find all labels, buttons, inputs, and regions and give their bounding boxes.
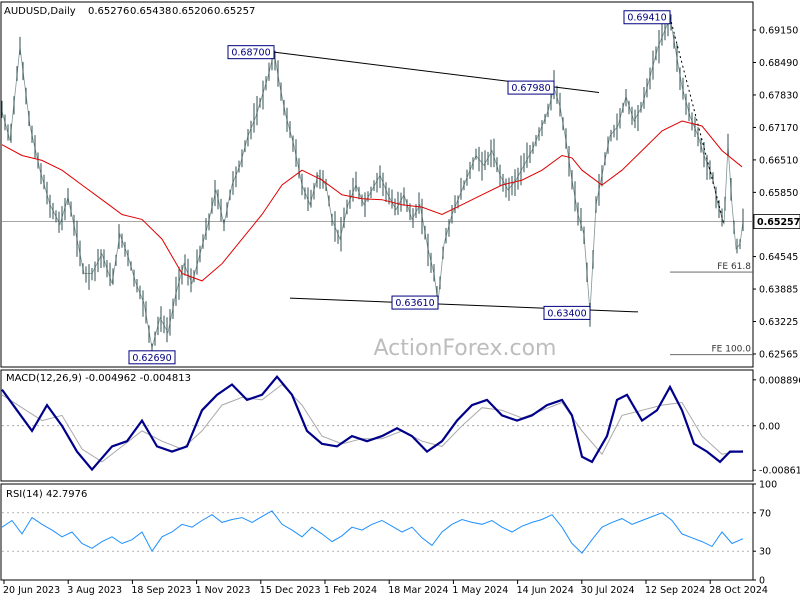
x-tick-label: 1 Feb 2024	[324, 585, 377, 596]
trendline	[669, 17, 725, 225]
price-annotation-label: 0.67980	[511, 83, 550, 94]
x-tick-label: 28 Oct 2024	[709, 585, 768, 596]
fib-level-label: FE 100.0	[712, 345, 752, 355]
price-annotation-label: 0.62690	[132, 353, 171, 364]
price-line	[1, 15, 744, 348]
x-tick-label: 15 Dec 2023	[260, 585, 321, 596]
x-tick-label: 20 Jun 2023	[3, 585, 60, 596]
current-price-label: 0.65257	[757, 217, 800, 228]
ohlc-high: 0.65438	[130, 6, 171, 17]
current-price-box	[753, 214, 800, 229]
main-y-tick-label: 0.69150	[759, 26, 798, 37]
rsi-y-tick-label: 100	[759, 480, 777, 491]
x-tick-label: 1 Nov 2023	[196, 585, 251, 596]
main-y-tick-label: 0.63885	[759, 285, 798, 296]
main-y-tick-label: 0.67830	[759, 90, 798, 101]
price-annotation-label: 0.63610	[395, 298, 434, 309]
main-y-tick-label: 0.63225	[759, 317, 798, 328]
watermark: ActionForex.com	[374, 336, 557, 361]
symbol-label: AUDUSD,Daily	[4, 6, 76, 17]
rsi-y-tick-label: 0	[759, 576, 765, 587]
price-annotation-box	[391, 295, 439, 310]
moving-average-line	[1, 120, 743, 282]
main-y-tick-label: 0.64545	[759, 252, 798, 263]
rsi-y-tick-label: 70	[759, 508, 771, 519]
x-tick-label: 14 Jun 2024	[517, 585, 574, 596]
fib-level-label: FE 61.8	[717, 262, 751, 272]
rsi-label: RSI(14) 42.7976	[6, 489, 87, 500]
main-y-tick-label: 0.67170	[759, 123, 798, 134]
x-tick-label: 18 Mar 2024	[388, 585, 448, 596]
macd-y-tick-label: 0.00	[759, 421, 780, 432]
x-tick-label: 30 Jul 2024	[581, 585, 635, 596]
x-tick-label: 3 Aug 2023	[67, 585, 122, 596]
price-annotation-box	[128, 350, 176, 365]
ohlc-close: 0.65257	[214, 6, 255, 17]
macd-y-tick-label: -0.008612	[759, 466, 800, 477]
price-annotation-label: 0.68700	[231, 48, 270, 59]
ohlc-open: 0.65276	[88, 6, 129, 17]
ohlc-low: 0.65206	[172, 6, 213, 17]
main-y-tick-label: 0.62565	[759, 349, 798, 360]
price-annotation-box	[507, 80, 555, 95]
x-tick-label: 12 Sep 2024	[645, 585, 705, 596]
main-y-tick-label: 0.68490	[759, 58, 798, 69]
rsi-panel-frame	[0, 483, 754, 581]
macd-y-tick-label: 0.008896	[759, 375, 800, 386]
macd-line	[1, 374, 743, 472]
price-annotation-box	[623, 10, 671, 25]
price-annotation-label: 0.69410	[627, 13, 666, 24]
main-y-tick-label: 0.66510	[759, 155, 798, 166]
rsi-y-tick-label: 30	[759, 547, 771, 558]
x-tick-label: 1 May 2024	[452, 585, 508, 596]
macd-label: MACD(12,26,9) -0.004962 -0.004813	[6, 373, 191, 384]
rsi-line	[1, 510, 744, 554]
main-y-tick-label: 0.65850	[759, 188, 798, 199]
x-tick-label: 18 Sep 2023	[131, 585, 191, 596]
price-annotation-box	[543, 305, 591, 320]
price-annotation-box	[227, 45, 275, 60]
price-annotation-label: 0.63400	[547, 308, 586, 319]
